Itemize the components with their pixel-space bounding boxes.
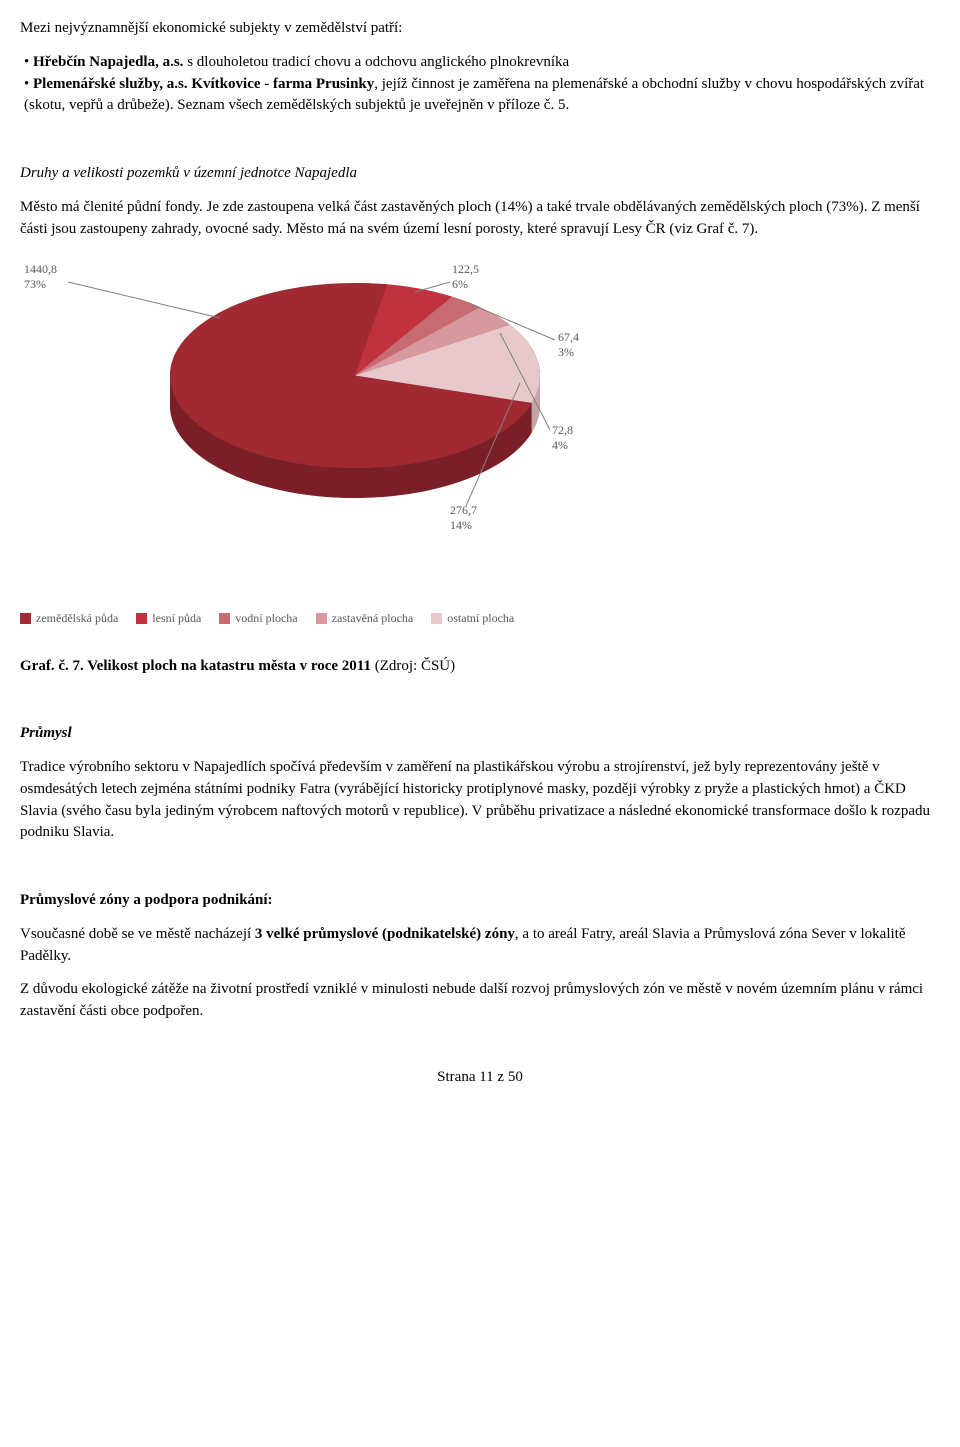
legend-swatch [316,613,327,624]
legend-swatch [20,613,31,624]
legend-item: vodní plocha [219,610,297,627]
list-item: Plemenářské služby, a.s. Kvítkovice - fa… [24,74,940,118]
paragraph-zony-2: Z důvodu ekologické zátěže na životní pr… [20,979,940,1023]
legend-swatch [219,613,230,624]
heading-zony: Průmyslové zóny a podpora podnikání: [20,890,940,912]
paragraph-prumysl: Tradice výrobního sektoru v Napajedlích … [20,757,940,844]
chart-legend: zemědělská půda lesní půda vodní plocha … [20,610,680,627]
legend-item: ostatní plocha [431,610,514,627]
callout-zemedelska: 1440,873% [24,262,57,291]
callout-zastavena: 72,84% [552,423,573,452]
legend-item: zastavěná plocha [316,610,414,627]
legend-swatch [136,613,147,624]
callout-ostatni: 276,714% [450,503,477,532]
pie-chart-canvas: 1440,873% 122,56% 67,43% 72,84% 276,714% [20,258,680,598]
bullet-rest: s dlouholetou tradicí chovu a odchovu an… [183,54,569,70]
callout-lesni: 122,56% [452,262,479,291]
bullet-bold: Plemenářské služby, a.s. Kvítkovice - fa… [33,76,374,92]
page-footer: Strana 11 z 50 [20,1067,940,1089]
chart-caption: Graf. č. 7. Velikost ploch na katastru m… [20,656,940,678]
pie-chart: 1440,873% 122,56% 67,43% 72,84% 276,714%… [20,258,680,627]
intro-text: Mezi nejvýznamnější ekonomické subjekty … [20,18,940,40]
paragraph-land: Město má členité půdní fondy. Je zde zas… [20,197,940,241]
heading-prumysl: Průmysl [20,723,940,745]
callout-vodni: 67,43% [558,330,579,359]
bullet-list: Hřebčín Napajedla, a.s. s dlouholetou tr… [20,52,940,117]
bullet-bold: Hřebčín Napajedla, a.s. [33,54,183,70]
list-item: Hřebčín Napajedla, a.s. s dlouholetou tr… [24,52,940,74]
legend-item: lesní půda [136,610,201,627]
legend-item: zemědělská půda [20,610,118,627]
callout-lines [20,258,680,598]
legend-swatch [431,613,442,624]
paragraph-zony-1: Vsoučasné době se ve městě nacházejí 3 v… [20,924,940,968]
subheading-land-types: Druhy a velikosti pozemků v územní jedno… [20,163,940,185]
